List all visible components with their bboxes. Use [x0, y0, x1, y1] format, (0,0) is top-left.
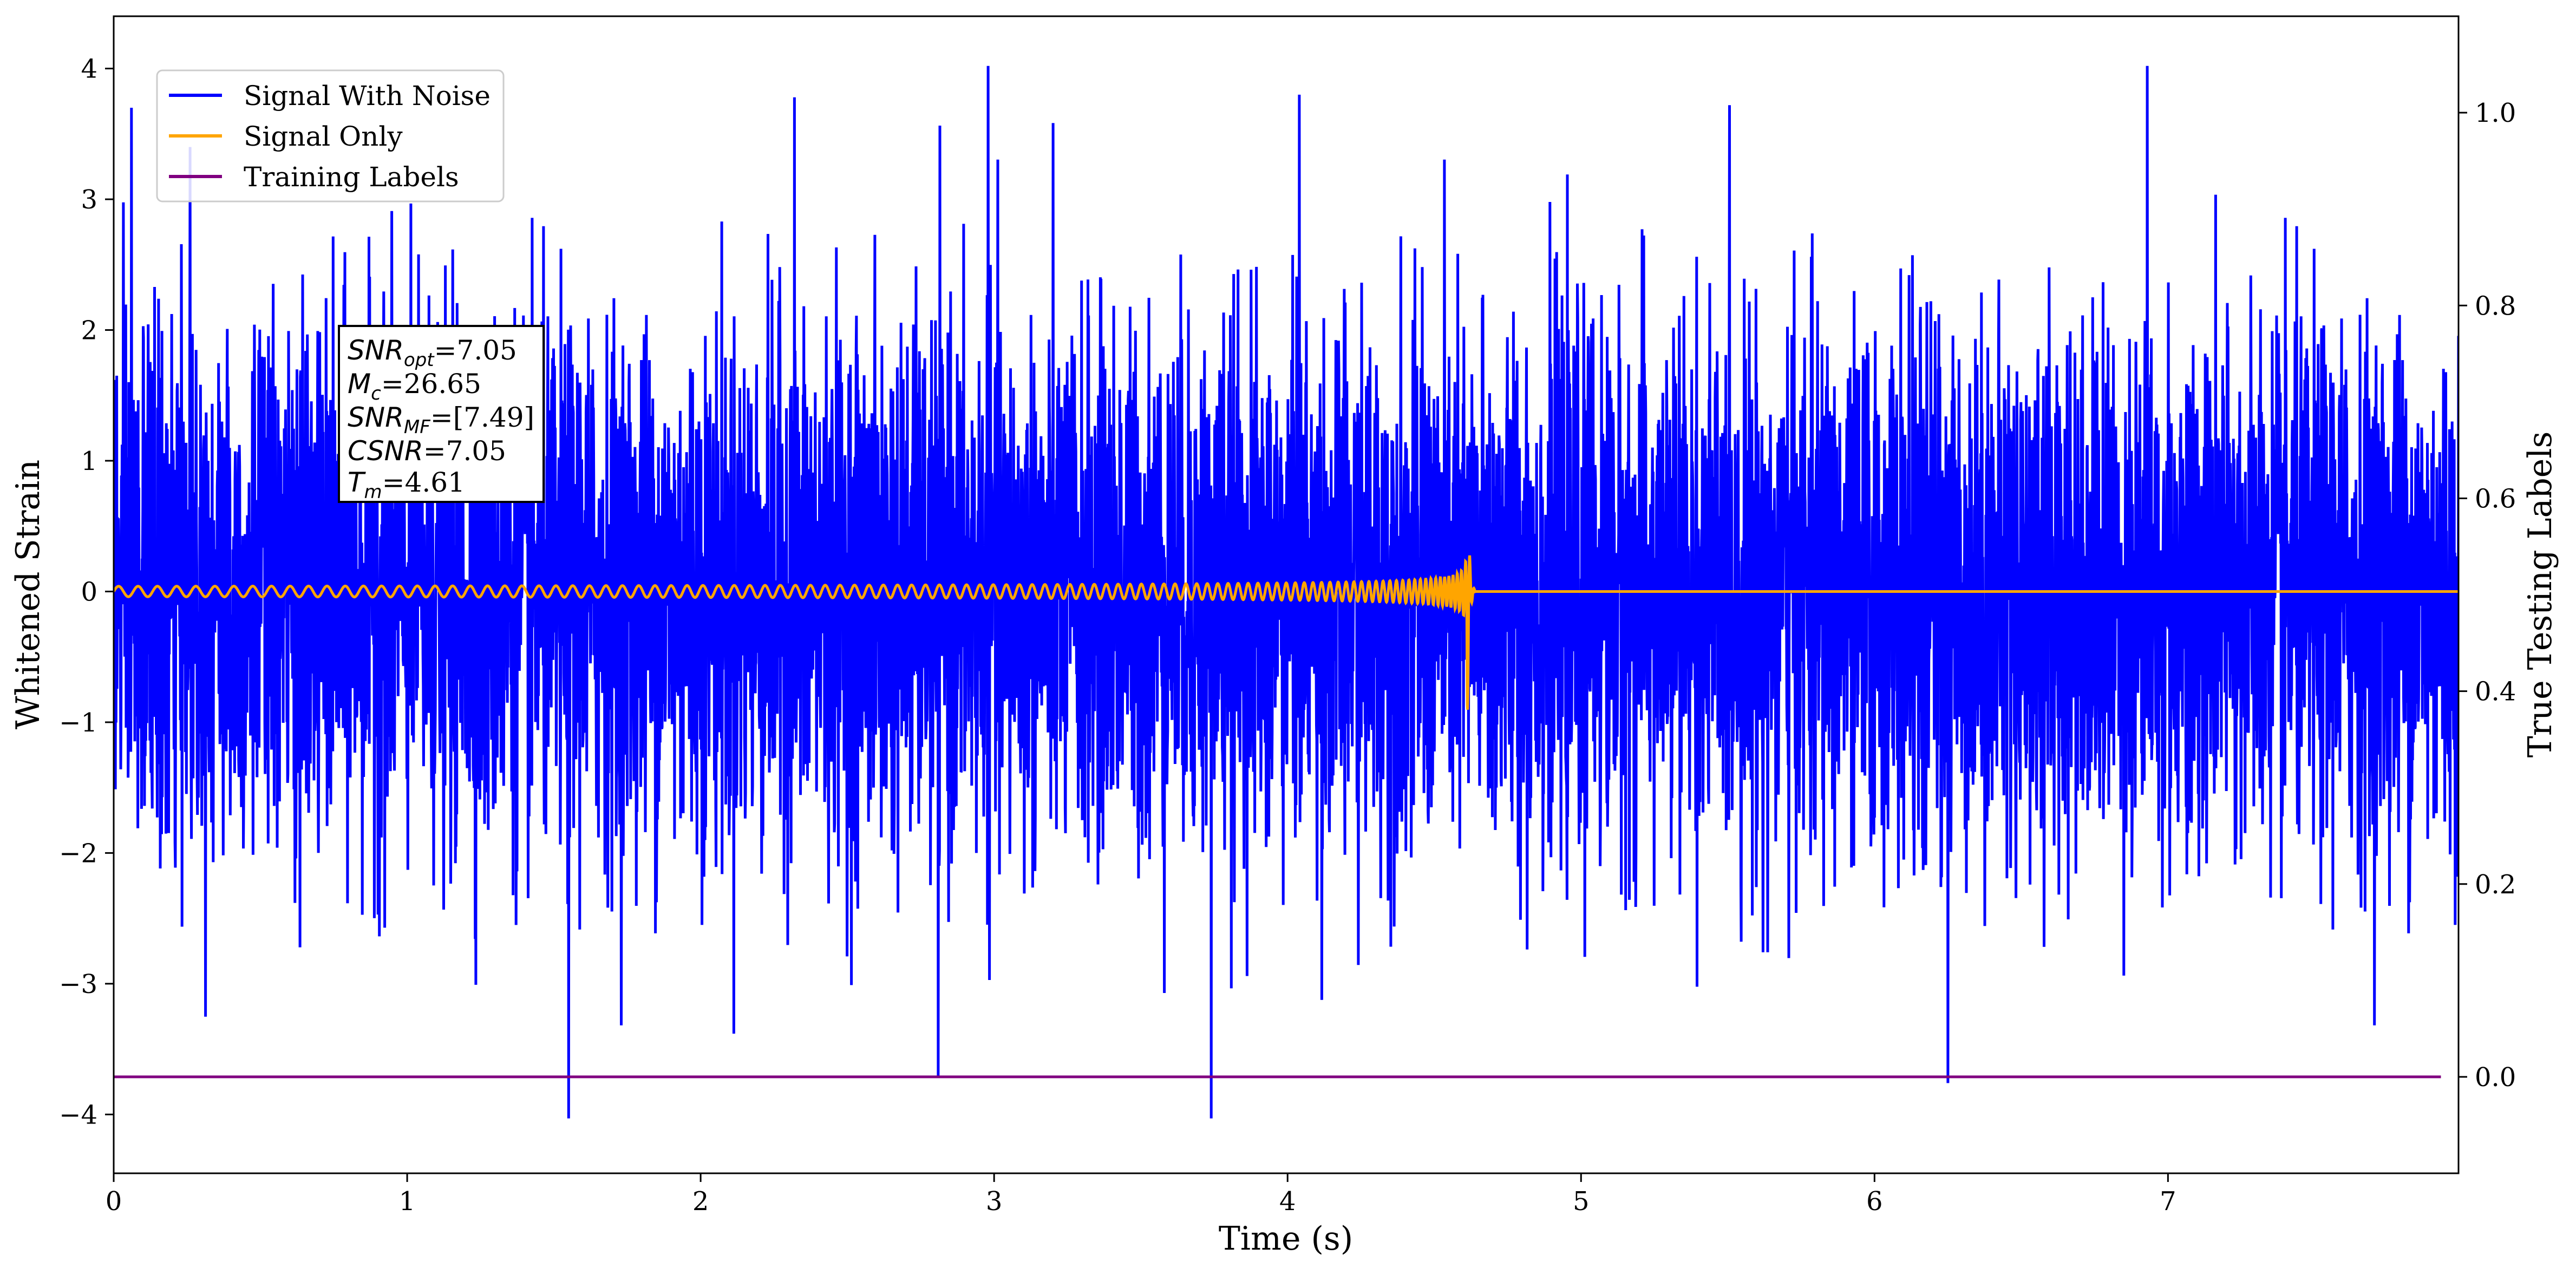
y2-axis-title: True Testing Labels: [2521, 432, 2559, 758]
x-tick-label: 5: [1573, 1186, 1590, 1217]
annotation-frame: [338, 325, 545, 503]
annotation-chirp-mass: Mc=26.65: [348, 368, 481, 404]
x-tick-label: 2: [692, 1186, 709, 1217]
annotation-snr-opt: SNRopt=7.05: [348, 335, 517, 371]
y2-tick-label: 1.0: [2475, 98, 2516, 128]
y-tick-label: 0: [81, 577, 97, 607]
y2-tick-label: 0.0: [2475, 1062, 2516, 1093]
y-tick-label: −1: [59, 708, 97, 738]
y2-tick-label: 0.2: [2475, 870, 2516, 900]
y-tick-label: −2: [59, 838, 97, 868]
y2-tick-label: 0.6: [2475, 484, 2516, 514]
y-tick-label: 3: [81, 185, 97, 215]
legend-box: [156, 69, 505, 202]
y-tick-label: 2: [81, 316, 97, 346]
y-tick-label: 1: [81, 446, 97, 476]
annotation-box: SNRopt=7.05 Mc=26.65 SNRMF=[7.49] CSNR=7…: [338, 325, 545, 503]
plot-frame: [113, 15, 2460, 1174]
annotation-merger-time: Tm=4.61: [348, 467, 465, 503]
y-axis-title: Whitened Strain: [9, 460, 47, 729]
legend-label-training-labels: Training Labels: [244, 161, 459, 193]
y2-tick-label: 0.8: [2475, 291, 2516, 321]
x-tick-label: 7: [2160, 1186, 2176, 1217]
x-axis-title: Time (s): [1219, 1220, 1353, 1258]
y-tick-label: −3: [59, 969, 97, 999]
legend-label-signal-only: Signal Only: [244, 121, 403, 152]
x-axis: 0 1 2 3 4 5 6 7: [106, 1173, 2176, 1217]
x-tick-label: 6: [1866, 1186, 1883, 1217]
y-axis-right: 1.0 0.8 0.6 0.4 0.2 0.0: [2459, 98, 2516, 1093]
y2-tick-label: 0.4: [2475, 677, 2516, 707]
x-tick-label: 1: [399, 1186, 416, 1217]
legend-label-signal-with-noise: Signal With Noise: [244, 80, 491, 112]
x-tick-label: 0: [106, 1186, 122, 1217]
y-axis-left: 4 3 2 1 0 −1 −2 −3 −4: [59, 54, 114, 1130]
series-signal-only: [114, 555, 2459, 710]
annotation-csnr: CSNR=7.05: [348, 435, 506, 467]
y-tick-label: 4: [81, 54, 97, 84]
x-tick-label: 3: [986, 1186, 1003, 1217]
x-tick-label: 4: [1279, 1186, 1296, 1217]
annotation-snr-mf: SNRMF=[7.49]: [348, 402, 534, 438]
legend: Signal With Noise Signal Only Training L…: [156, 69, 505, 202]
y-tick-label: −4: [59, 1100, 97, 1130]
